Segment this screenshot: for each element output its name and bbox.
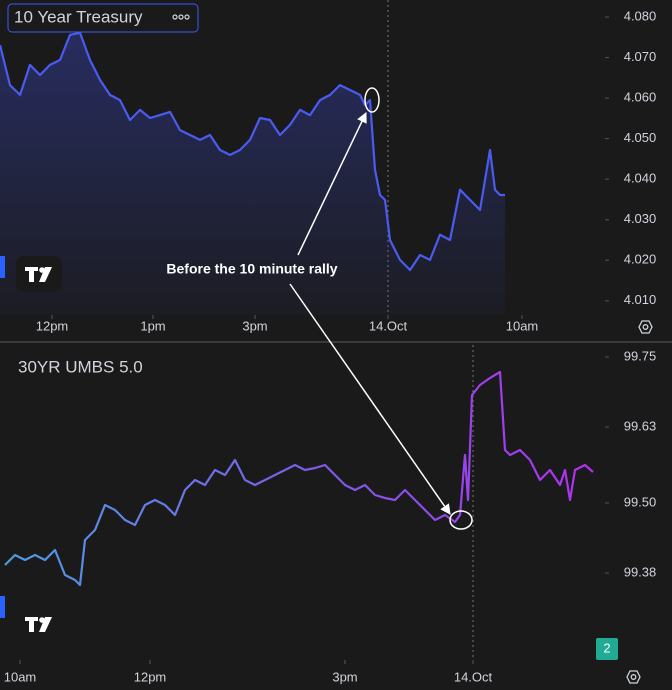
- x-tick-label: 3pm: [242, 318, 267, 333]
- y-tick-label: 99.38: [624, 565, 657, 580]
- badge: [596, 638, 618, 660]
- y-tick-label: 99.63: [624, 419, 657, 434]
- arrow: [297, 112, 367, 256]
- x-tick-label: 3pm: [332, 669, 357, 684]
- badge-label: 2: [603, 640, 610, 655]
- annotation: Before the 10 minute rally: [166, 261, 337, 277]
- y-tick-label: 99.75: [624, 348, 657, 363]
- highlight-ellipse: [449, 510, 473, 530]
- settings-icon[interactable]: [626, 670, 641, 684]
- line: [0, 31, 505, 272]
- y-tick-label: 4.060: [624, 90, 657, 105]
- area: [0, 32, 505, 316]
- x-tick-label: 14.Oct: [454, 669, 493, 684]
- settings-icon[interactable]: [638, 320, 653, 334]
- logo: [16, 256, 62, 292]
- chart-title: 30YR UMBS 5.0: [18, 357, 143, 376]
- plots: 4.080 4.070 4.060 4.050 4.040 4.030 4.020 4.010…: [0, 0, 656, 684]
- chart-title: 10 Year Treasury: [14, 7, 143, 26]
- highlight-ellipse: [364, 87, 380, 113]
- logo: [16, 606, 62, 642]
- line: [4, 370, 594, 587]
- title-box[interactable]: [7, 3, 199, 33]
- y-tick-label: 4.070: [624, 49, 657, 64]
- y-tick-label: 4.050: [624, 130, 657, 145]
- y-tick-label: 4.040: [624, 171, 657, 186]
- x-tick-label: 14.Oct: [369, 318, 408, 333]
- side-tab[interactable]: [0, 596, 5, 618]
- x-tick-label: 12pm: [36, 318, 69, 333]
- more-icon[interactable]: [172, 14, 190, 20]
- x-tick-label: 12pm: [134, 669, 167, 684]
- y-tick-label: 99.50: [624, 494, 657, 509]
- y-tick-label: 4.010: [624, 292, 657, 307]
- x-tick-label: 10am: [4, 669, 37, 684]
- arrow: [289, 283, 451, 515]
- x-tick-label: 1pm: [140, 318, 165, 333]
- y-tick-label: 4.030: [624, 211, 657, 226]
- y-tick-label: 4.080: [624, 8, 657, 23]
- side-tab[interactable]: [0, 256, 5, 278]
- x-tick-label: 10am: [506, 318, 539, 333]
- y-tick-label: 4.020: [624, 252, 657, 267]
